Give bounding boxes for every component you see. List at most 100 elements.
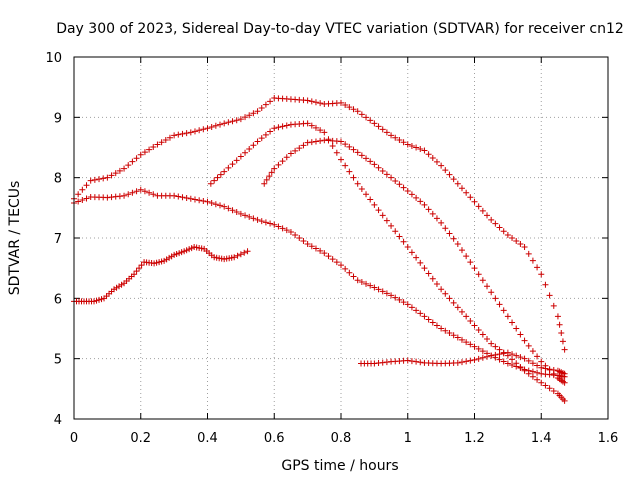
data-point	[525, 370, 532, 377]
data-point	[383, 290, 390, 297]
data-point	[363, 191, 370, 198]
data-point	[183, 195, 190, 202]
data-point	[421, 147, 428, 154]
data-point	[363, 280, 370, 287]
data-point	[116, 167, 123, 174]
data-point	[275, 161, 282, 168]
data-point	[154, 141, 161, 148]
data-point	[538, 364, 545, 371]
y-tick-label: 10	[45, 51, 62, 66]
data-point	[392, 294, 399, 301]
x-tick-label: 1.6	[598, 431, 619, 446]
data-point	[271, 165, 278, 172]
tick-labels: 0 0.2 0.4 0.6 0.8 1 1.2 1.4 1.6 4 5 6 7 8 9 10	[45, 51, 618, 446]
data-point	[433, 281, 440, 288]
data-point	[312, 124, 319, 131]
data-point	[346, 269, 353, 276]
data-point	[133, 155, 140, 162]
data-point	[137, 186, 144, 193]
data-point	[254, 108, 261, 115]
data-point	[254, 216, 261, 223]
data-point	[500, 307, 507, 314]
data-point	[279, 158, 286, 165]
data-point	[196, 127, 203, 134]
data-point	[417, 359, 424, 366]
data-point	[496, 356, 503, 363]
data-point	[266, 173, 273, 180]
data-point	[521, 337, 528, 344]
data-point	[534, 376, 541, 383]
data-point	[321, 250, 328, 257]
data-point	[233, 209, 240, 216]
data-point	[138, 262, 145, 269]
data-point	[546, 292, 553, 299]
data-point	[542, 281, 549, 288]
data-point	[550, 387, 557, 394]
data-point	[308, 139, 315, 146]
data-point	[433, 158, 440, 165]
data-point	[133, 188, 140, 195]
data-point	[308, 122, 315, 129]
data-point	[363, 114, 370, 121]
data-point	[93, 297, 100, 304]
data-point	[91, 298, 98, 305]
data-point	[529, 373, 536, 380]
data-point	[488, 216, 495, 223]
data-point	[404, 187, 411, 194]
data-points	[71, 95, 568, 404]
data-point	[438, 325, 445, 332]
data-point	[262, 101, 269, 108]
data-point	[186, 246, 193, 253]
data-point	[367, 117, 374, 124]
data-point	[371, 201, 378, 208]
y-axis-label: SDTVAR / TECUs	[7, 181, 23, 296]
data-point	[504, 231, 511, 238]
data-point	[98, 296, 105, 303]
data-point	[454, 304, 461, 311]
y-tick-label: 4	[54, 413, 62, 428]
data-point	[346, 143, 353, 150]
data-point	[75, 198, 82, 205]
data-point	[509, 362, 516, 369]
data-point	[475, 271, 482, 278]
data-point	[383, 171, 390, 178]
data-point	[425, 316, 432, 323]
y-tick-label: 6	[54, 292, 62, 307]
data-point	[156, 259, 163, 266]
data-point	[513, 352, 520, 359]
data-point	[350, 174, 357, 181]
data-point	[196, 197, 203, 204]
data-point	[191, 196, 198, 203]
data-point	[79, 186, 86, 193]
data-point	[153, 259, 160, 266]
data-point	[275, 223, 282, 230]
data-point	[237, 251, 244, 258]
data-point	[338, 262, 344, 269]
data-point	[517, 354, 524, 361]
data-point	[354, 149, 361, 156]
data-point	[529, 348, 536, 355]
data-point	[158, 139, 165, 146]
data-point	[421, 265, 428, 272]
data-point	[129, 158, 136, 165]
data-point	[191, 128, 198, 135]
data-point	[304, 139, 311, 146]
data-point	[258, 104, 265, 111]
data-point	[417, 146, 424, 153]
data-point	[321, 129, 328, 136]
data-point	[433, 215, 440, 222]
data-point	[208, 200, 215, 207]
data-point	[529, 368, 536, 375]
data-point	[496, 224, 503, 231]
data-point	[141, 149, 148, 156]
data-point	[262, 219, 269, 226]
data-point	[229, 161, 236, 168]
data-point	[146, 189, 153, 196]
data-point	[338, 99, 344, 106]
data-point	[396, 233, 403, 240]
data-point	[396, 136, 403, 143]
data-point	[546, 385, 553, 392]
series-arc-4	[207, 120, 568, 404]
grid-lines	[74, 57, 608, 419]
data-point	[538, 379, 545, 386]
